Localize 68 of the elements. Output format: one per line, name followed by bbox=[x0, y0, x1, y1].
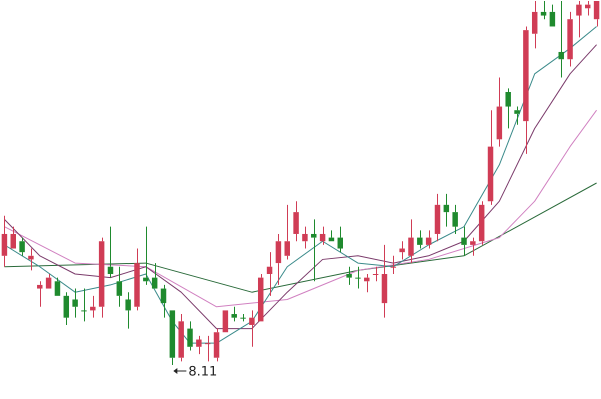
candlestick bbox=[532, 0, 538, 49]
candlestick bbox=[231, 306, 237, 322]
candlestick bbox=[505, 88, 511, 129]
candlestick bbox=[461, 226, 467, 256]
candlestick bbox=[328, 230, 334, 242]
candlestick bbox=[204, 335, 210, 362]
candlestick bbox=[444, 193, 450, 228]
candlestick bbox=[98, 237, 104, 318]
candlestick bbox=[214, 328, 220, 362]
candlestick bbox=[496, 76, 502, 148]
candlestick bbox=[320, 226, 326, 246]
candlestick bbox=[108, 226, 114, 278]
candlestick bbox=[390, 255, 396, 274]
candlestick bbox=[258, 274, 264, 322]
candlestick bbox=[338, 226, 344, 253]
candlestick bbox=[426, 230, 432, 250]
candlestick bbox=[266, 252, 272, 296]
candlestick bbox=[364, 274, 370, 293]
candlestick bbox=[152, 262, 158, 289]
candlestick bbox=[187, 320, 193, 351]
candlestick bbox=[196, 335, 202, 355]
candlestick bbox=[594, 1, 600, 27]
candlestick bbox=[558, 0, 564, 78]
candlestick bbox=[382, 244, 388, 318]
candlestick bbox=[540, 0, 546, 20]
candlestick bbox=[417, 230, 423, 250]
candlestick bbox=[276, 233, 282, 286]
candlestick bbox=[19, 237, 25, 256]
candlestick bbox=[249, 310, 255, 348]
candlestick bbox=[567, 11, 573, 68]
candlestick bbox=[399, 240, 405, 260]
candlestick bbox=[550, 4, 556, 26]
candlestick bbox=[434, 193, 440, 242]
candlestick bbox=[576, 0, 582, 38]
candlestick bbox=[81, 288, 87, 322]
candlestick bbox=[10, 226, 16, 249]
candlestick bbox=[46, 274, 52, 289]
candlestick bbox=[37, 280, 43, 308]
candlestick bbox=[240, 314, 246, 322]
candlestick bbox=[178, 314, 184, 362]
candlestick bbox=[54, 277, 60, 296]
candlestick bbox=[90, 295, 96, 318]
candlestick bbox=[355, 266, 361, 290]
candlestick bbox=[170, 310, 176, 366]
candlestick bbox=[293, 200, 299, 242]
candlestick bbox=[64, 292, 70, 326]
candlestick bbox=[134, 248, 140, 311]
candlestick bbox=[514, 106, 520, 126]
candlestick bbox=[452, 204, 458, 234]
candlestick bbox=[143, 226, 149, 286]
candlestick bbox=[488, 110, 494, 206]
candlestick bbox=[302, 226, 308, 250]
candlestick bbox=[28, 248, 34, 271]
candlestick bbox=[585, 0, 590, 16]
candlestick bbox=[125, 292, 131, 330]
candlestick bbox=[478, 200, 484, 246]
candlestick bbox=[408, 218, 414, 264]
candlestick bbox=[72, 288, 78, 318]
candlestick bbox=[160, 284, 166, 318]
candlestick bbox=[346, 266, 352, 286]
candlestick bbox=[311, 218, 316, 282]
candlestick bbox=[2, 215, 8, 268]
candlestick bbox=[284, 204, 290, 260]
candlestick bbox=[470, 237, 476, 256]
candlestick bbox=[523, 26, 529, 154]
candlestick bbox=[116, 266, 122, 308]
candlestick bbox=[372, 266, 378, 282]
annotation: 8.11 bbox=[188, 364, 218, 380]
